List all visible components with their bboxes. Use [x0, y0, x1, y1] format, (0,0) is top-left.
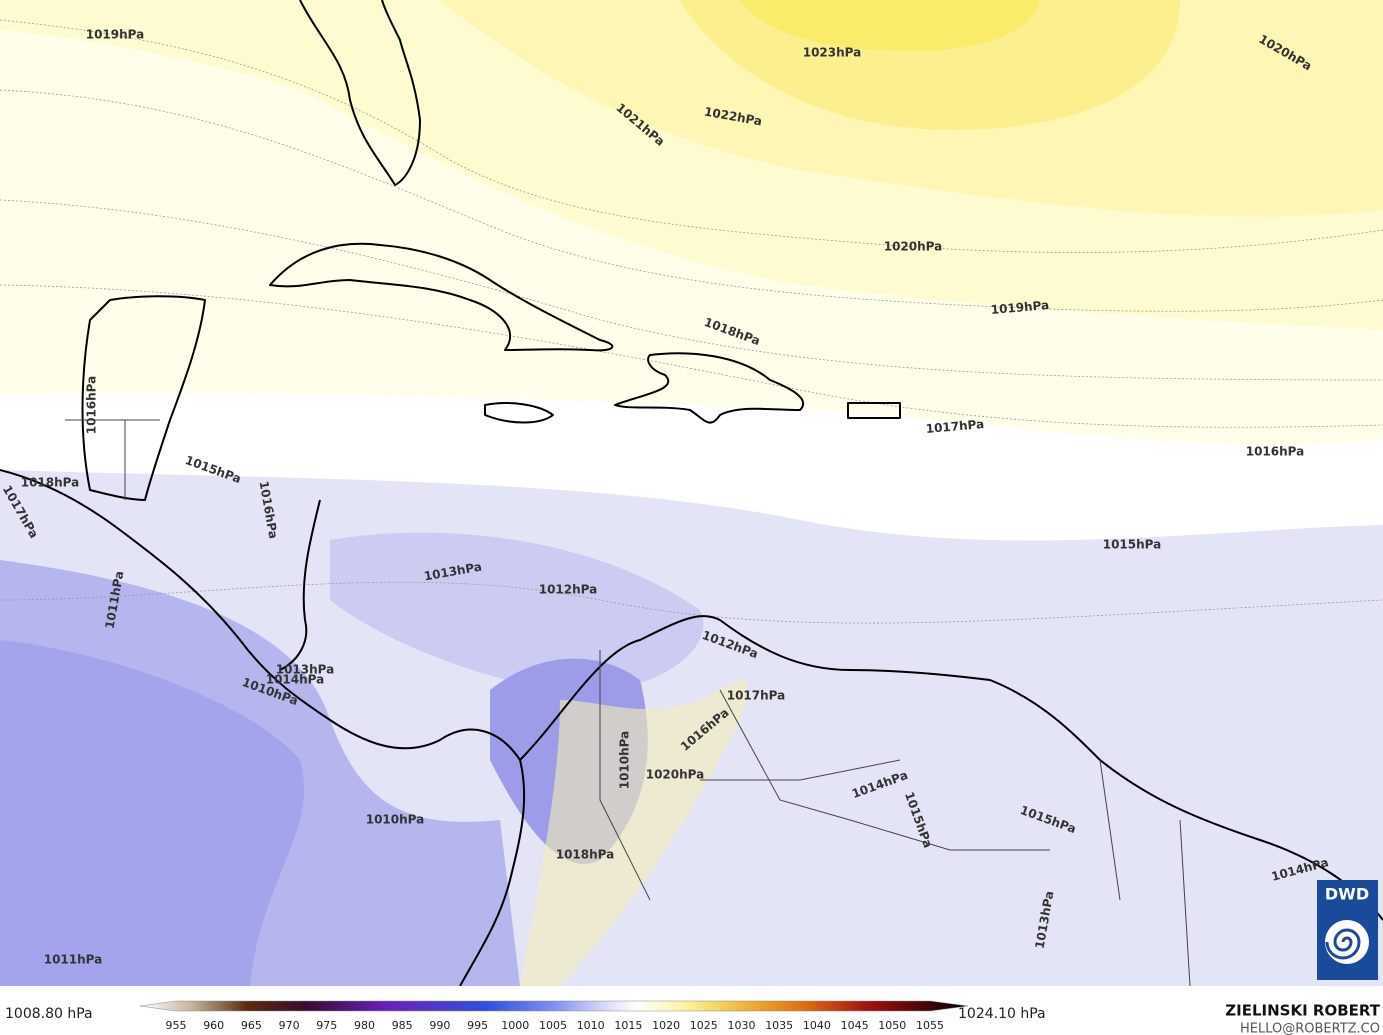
isobar-label: 1019hPa [86, 28, 145, 42]
colorbar-tick-label: 1020 [652, 1019, 680, 1032]
coastlines [0, 0, 1383, 987]
isobar-label: 1015hPa [1103, 538, 1162, 552]
credit-name: ZIELINSKI ROBERT [1225, 1002, 1380, 1020]
colorbar-tick-label: 965 [241, 1019, 262, 1032]
logo-spiral [1325, 928, 1361, 960]
dwd-logo: DWD [1317, 880, 1378, 980]
isobar-label: 1011hPa [44, 953, 103, 967]
borders [65, 419, 1191, 987]
colorbar-tick-label: 980 [354, 1019, 375, 1032]
colorbar-tick-label: 985 [392, 1019, 413, 1032]
colorbar-tick-label: 1010 [577, 1019, 605, 1032]
isobar-label: 1023hPa [803, 46, 862, 60]
isobar-label: 1020hPa [884, 240, 943, 254]
colorbar-tick-label: 955 [166, 1019, 187, 1032]
isobar-label: 1017hPa [925, 417, 985, 436]
isobar-label: 1012hPa [539, 583, 598, 597]
colorbar-tick-label: 1015 [614, 1019, 642, 1032]
colorbar-tick-label: 995 [467, 1019, 488, 1032]
colorbar-tick-label: 1035 [765, 1019, 793, 1032]
isobar-label: 1016hPa [1246, 445, 1305, 459]
isobar-label: 1018hPa [556, 848, 615, 862]
isobar-label: 1013hPa [276, 663, 335, 677]
isobar-label: 1014hPa [266, 673, 325, 687]
pressure-field [0, 0, 1383, 986]
colorbar-tick-label: 1030 [728, 1019, 756, 1032]
colorbar-tick-label: 990 [429, 1019, 450, 1032]
colorbar-tick-label: 1055 [916, 1019, 944, 1032]
logo-swirl [1325, 920, 1369, 964]
colorbar [139, 1000, 969, 1012]
isobar-label: 1017hPa [727, 689, 786, 703]
isobar-label: 1010hPa [366, 813, 425, 827]
colorbar-tick-label: 1025 [690, 1019, 718, 1032]
colorbar-tick-label: 1040 [803, 1019, 831, 1032]
colorbar-tick-label: 960 [203, 1019, 224, 1032]
colorbar-tick-label: 1050 [878, 1019, 906, 1032]
colorbar-tick-label: 975 [316, 1019, 337, 1032]
colorbar-ticks: 955 960 965 970 975 980 985 990 995 1000 1005 1010 1… [166, 1019, 945, 1032]
colorbar-max: 1024.10 hPa [958, 1006, 1046, 1022]
isobar-label: 1010hPa [618, 731, 632, 790]
isobar-label: 1018hPa [21, 476, 80, 490]
credit-email: HELLO@ROBERTZ.CO [1240, 1022, 1380, 1035]
isobars [0, 19, 1383, 624]
isobar-label: 1019hPa [990, 298, 1050, 317]
colorbar-tick-label: 1045 [841, 1019, 869, 1032]
isobar-label: 1020hPa [646, 768, 705, 782]
colorbar-min: 1008.80 hPa [5, 1006, 93, 1022]
colorbar-tick-label: 1005 [539, 1019, 567, 1032]
colorbar-tick-label: 970 [279, 1019, 300, 1032]
isobar-label: 1016hPa [85, 376, 99, 435]
colorbar-tick-label: 1000 [501, 1019, 529, 1032]
logo-text: DWD [1325, 885, 1369, 904]
